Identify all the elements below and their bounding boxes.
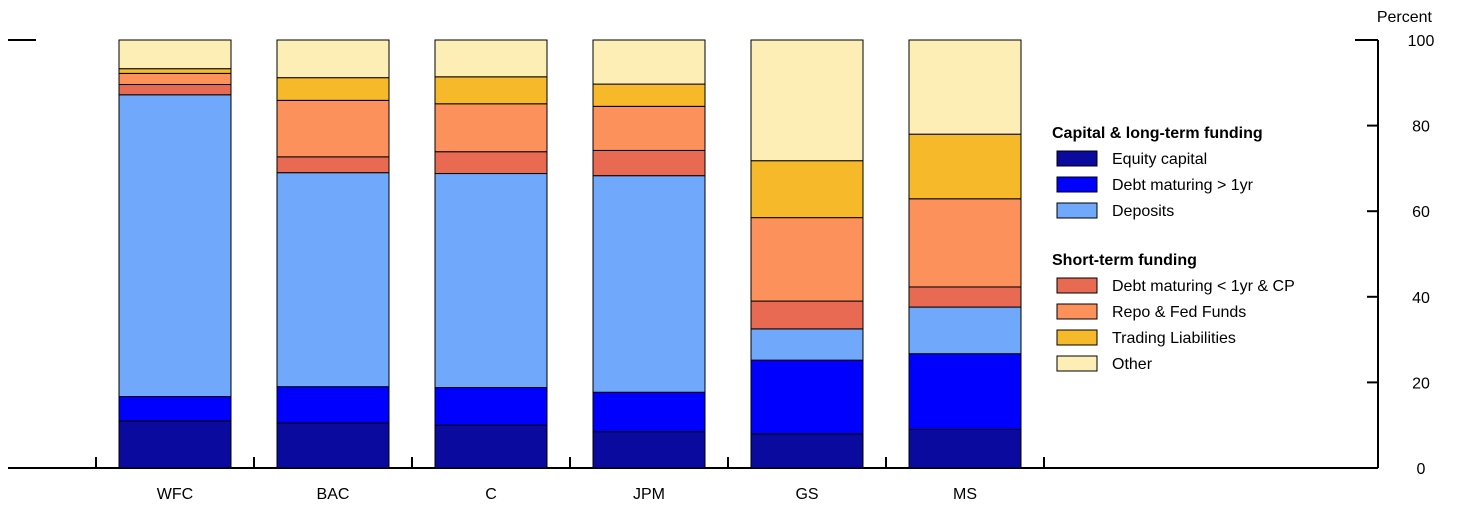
- y-tick-labels: 0 20 40 60 80 100: [1408, 33, 1435, 478]
- bar-segment: [592, 175, 706, 393]
- bar-segment: [592, 83, 706, 107]
- bar-segment: [276, 77, 390, 101]
- bar-segment: [118, 84, 232, 96]
- bar-segment: [592, 149, 706, 177]
- x-tick-label: GS: [795, 486, 818, 503]
- x-tick-label: JPM: [633, 486, 665, 503]
- bar-segment: [118, 396, 232, 422]
- bar-segment: [118, 39, 232, 70]
- y-tick-label: 60: [1412, 204, 1430, 221]
- y-tick-label: 100: [1408, 33, 1435, 50]
- bar-segment: [592, 39, 706, 85]
- bar-segment: [750, 328, 864, 361]
- bar-segment: [434, 151, 548, 175]
- bar-segment: [276, 386, 390, 424]
- bars: [118, 39, 1022, 469]
- bar-segment: [750, 39, 864, 162]
- legend-swatch: [1056, 202, 1098, 219]
- bar-segment: [750, 433, 864, 469]
- legend-swatch: [1056, 329, 1098, 346]
- legend-entry-label: Equity capital: [1112, 151, 1207, 168]
- bar-segment: [592, 391, 706, 433]
- bar-segment: [908, 133, 1022, 200]
- x-tick-label: MS: [953, 486, 977, 503]
- x-tick-labels: WFC BAC C JPM GS MS: [157, 486, 977, 503]
- bar-segment: [908, 353, 1022, 430]
- bar-segment: [434, 173, 548, 389]
- bar-segment: [434, 39, 548, 78]
- bar-segment: [118, 420, 232, 469]
- legend-swatch: [1056, 303, 1098, 320]
- x-tick-label: BAC: [317, 486, 350, 503]
- bar-segment: [750, 217, 864, 302]
- bar-segment: [908, 39, 1022, 135]
- x-tick-label: C: [485, 486, 497, 503]
- legend-swatch: [1056, 277, 1098, 294]
- legend-entry-label: Trading Liabilities: [1112, 330, 1236, 347]
- bar-segment: [434, 103, 548, 153]
- bar-segment: [118, 94, 232, 398]
- y-tick-label: 80: [1412, 119, 1430, 136]
- y-axis-label: Percent: [1377, 9, 1433, 26]
- bar-segment: [276, 99, 390, 158]
- x-tick-label: WFC: [157, 486, 193, 503]
- legend-entry-label: Repo & Fed Funds: [1112, 304, 1246, 321]
- bar-segment: [276, 422, 390, 469]
- legend-swatch: [1056, 176, 1098, 193]
- bar-segment: [750, 300, 864, 330]
- bar-segment: [592, 431, 706, 469]
- bar-segment: [276, 39, 390, 79]
- legend-entry-label: Debt maturing < 1yr & CP: [1112, 278, 1295, 295]
- bar-segment: [434, 76, 548, 105]
- bar-segment: [276, 172, 390, 388]
- bar-segment: [908, 428, 1022, 469]
- bar-segment: [750, 160, 864, 219]
- legend-entry-label: Other: [1112, 356, 1153, 373]
- bar-segment: [118, 72, 232, 86]
- bar-segment: [434, 424, 548, 469]
- legend-entry-label: Debt maturing > 1yr: [1112, 177, 1254, 194]
- legend-group-title: Short-term funding: [1052, 252, 1197, 269]
- bar-segment: [908, 306, 1022, 355]
- bar-segment: [118, 68, 232, 74]
- bar-segment: [276, 156, 390, 174]
- legend: Capital & long-term funding Equity capita…: [1052, 125, 1295, 373]
- legend-entry-label: Deposits: [1112, 203, 1174, 220]
- legend-group-title: Capital & long-term funding: [1052, 125, 1263, 142]
- y-tick-label: 20: [1412, 375, 1430, 392]
- y-tick-label: 40: [1412, 290, 1430, 307]
- legend-swatch: [1056, 150, 1098, 167]
- bar-segment: [750, 359, 864, 435]
- bar-segment: [592, 105, 706, 151]
- bar-segment: [434, 387, 548, 426]
- bar-segment: [908, 198, 1022, 288]
- bar-segment: [908, 286, 1022, 308]
- y-tick-label: 0: [1417, 461, 1426, 478]
- legend-swatch: [1056, 355, 1098, 372]
